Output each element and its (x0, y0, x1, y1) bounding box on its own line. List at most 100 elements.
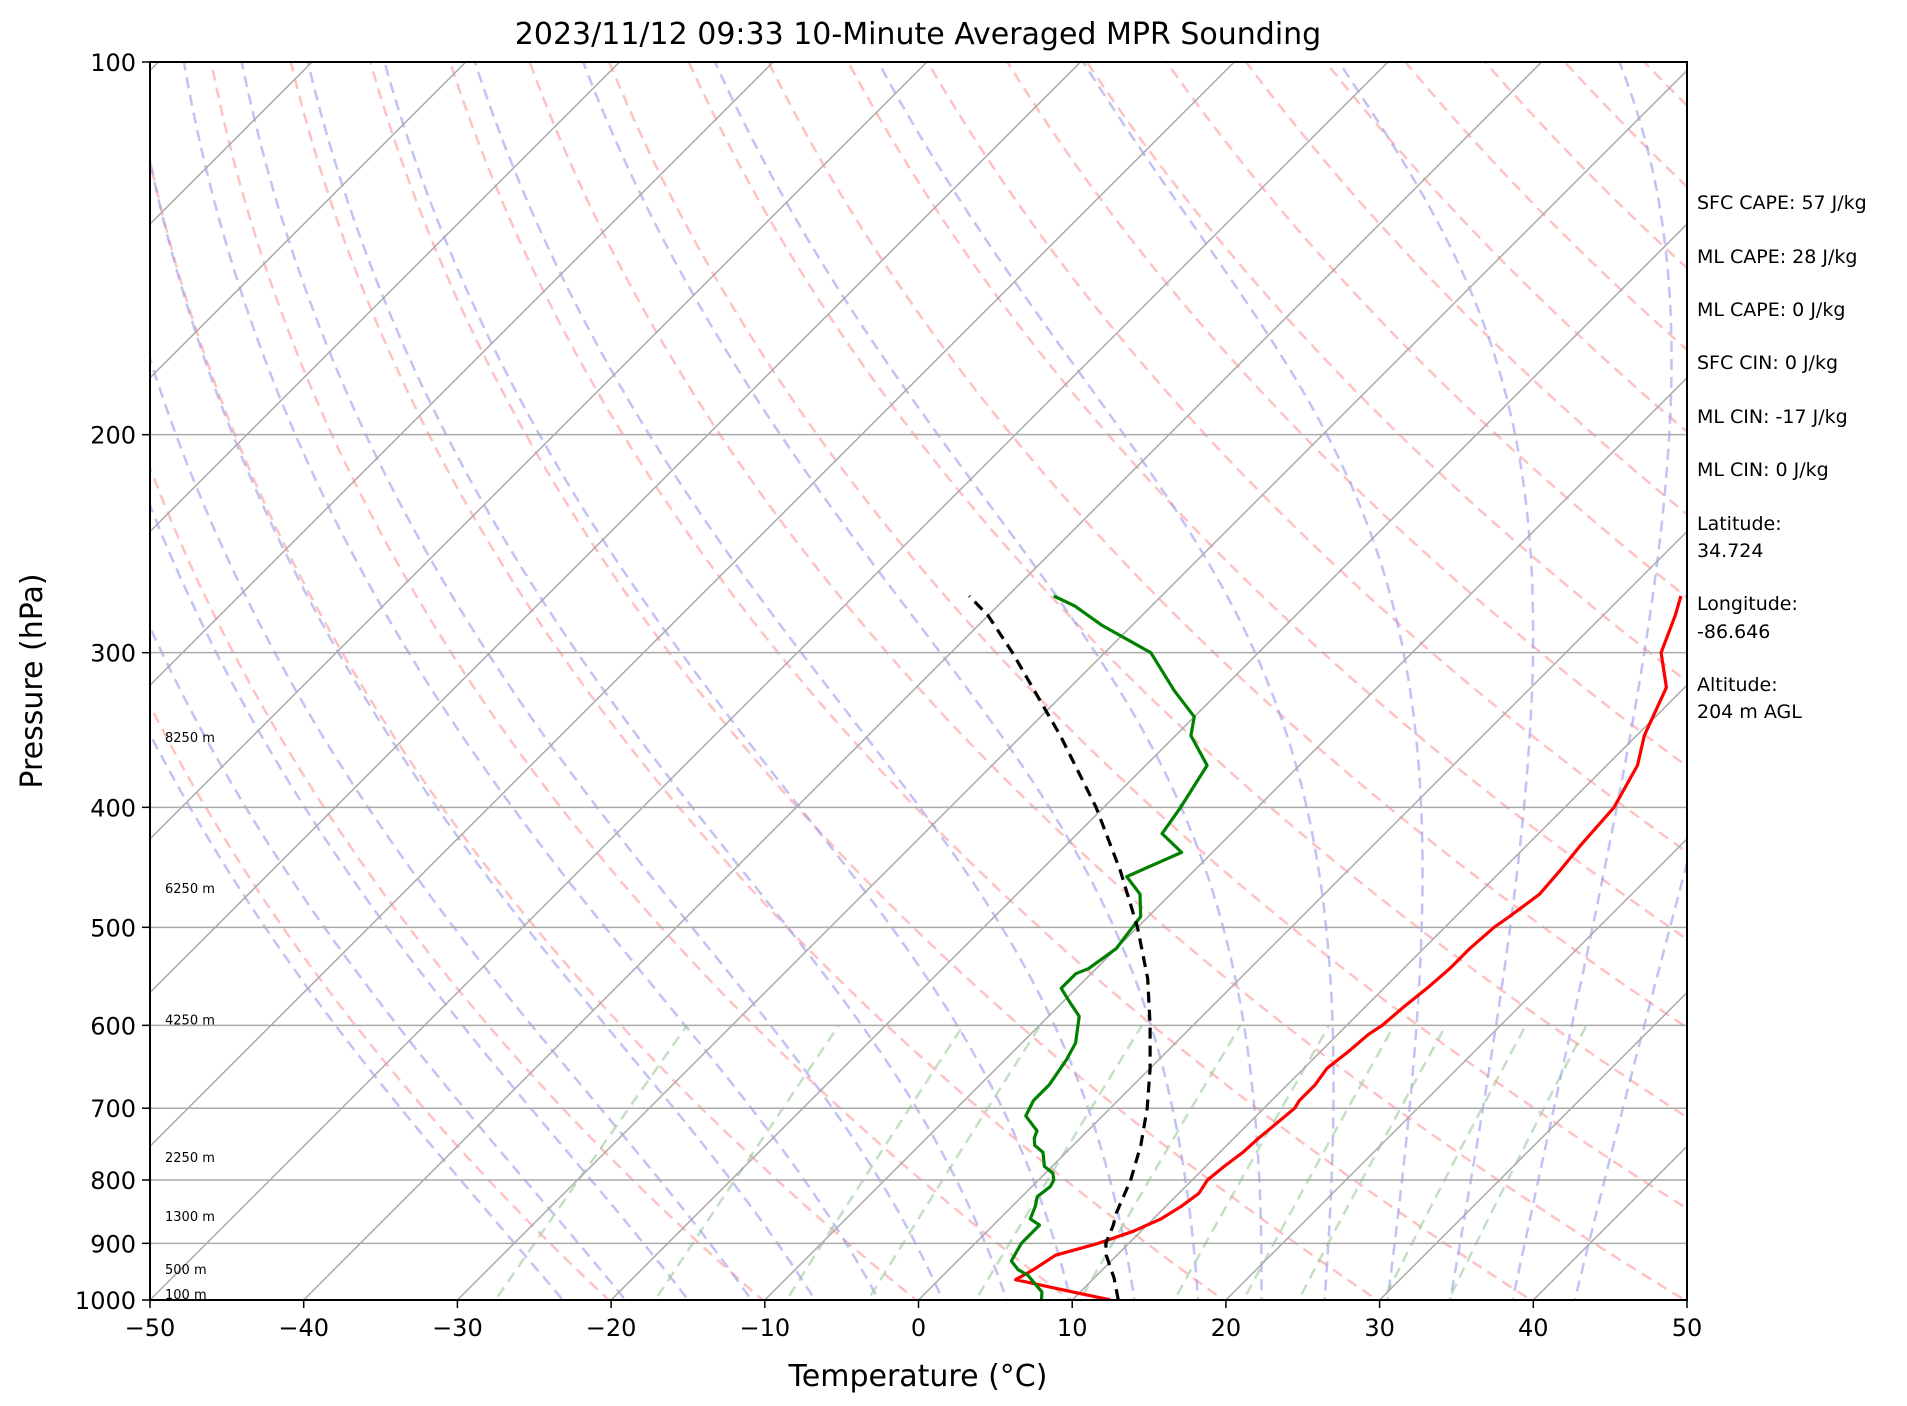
height-label: 500 m (165, 1263, 207, 1278)
mixing-ratio-line (1382, 1024, 1527, 1300)
height-label: 8250 m (165, 731, 215, 746)
dry-adiabat-line (846, 62, 1687, 941)
moist-adiabat-line (150, 502, 690, 1300)
x-tick-label: 0 (911, 1314, 926, 1342)
isotherm-line (303, 62, 1543, 1300)
moist-adiabat-line (306, 62, 1008, 1300)
isotherm-line (764, 376, 1687, 1300)
isobars (150, 62, 1687, 1300)
height-label: 100 m (165, 1288, 207, 1303)
latitude-label: Latitude: (1697, 513, 1782, 535)
dry-adiabat-line (1164, 62, 1687, 600)
mixing-ratio-line (1172, 1024, 1331, 1300)
x-tick-label: 10 (1057, 1314, 1088, 1342)
x-axis-label: Temperature (°C) (788, 1359, 1048, 1394)
isotherm-line (150, 62, 1235, 1148)
dry-adiabat-line (1005, 62, 1687, 768)
y-tick-label: 100 (90, 49, 136, 77)
dry-adiabat-line (528, 62, 1687, 1300)
moist-adiabats (150, 62, 1687, 1300)
x-tick-label: 40 (1518, 1314, 1549, 1342)
moist-adiabat-line (1511, 62, 1673, 1300)
sounding-series (968, 594, 1683, 1300)
longitude-value: -86.646 (1697, 621, 1770, 643)
moist-adiabat-line (150, 154, 817, 1300)
y-axis: 100 200 300 400 500 600 700 800 900 1000 (75, 49, 150, 1315)
y-tick-label: 500 (90, 914, 136, 942)
height-label: 4250 m (165, 1013, 215, 1028)
isotherm-line (150, 62, 1082, 994)
longitude-label: Longitude: (1697, 593, 1798, 615)
sounding-line-1 (1014, 595, 1683, 1300)
moist-adiabat-line (150, 354, 753, 1300)
x-tick-label: 30 (1364, 1314, 1395, 1342)
y-tick-label: 600 (90, 1012, 136, 1040)
ml-cape-text-2: ML CAPE: 0 J/kg (1697, 299, 1845, 321)
isotherm-line (150, 62, 774, 687)
moist-adiabat-line (383, 62, 1072, 1300)
dry-adiabats (150, 62, 1687, 1300)
moist-adiabat-line (1573, 857, 1687, 1300)
ml-cin-text: ML CIN: -17 J/kg (1697, 406, 1848, 428)
moist-adiabat-line (877, 62, 1335, 1300)
y-tick-label: 200 (90, 422, 136, 450)
info-panel: SFC CAPE: 57 J/kg ML CAPE: 28 J/kg ML CA… (1697, 192, 1867, 723)
y-axis-label: Pressure (hPa) (15, 573, 50, 788)
isotherm-line (917, 530, 1687, 1300)
chart-title: 2023/11/12 09:33 10-Minute Averaged MPR … (515, 17, 1321, 52)
mixing-ratio-line (1242, 1024, 1396, 1300)
moist-adiabat-line (1082, 62, 1424, 1300)
isotherm-line (150, 62, 467, 379)
isotherm-line (150, 62, 1389, 1300)
moist-adiabat-line (473, 62, 1136, 1300)
isotherm-line (610, 223, 1687, 1300)
isotherms (150, 62, 1687, 1300)
x-tick-label: −50 (125, 1314, 176, 1342)
height-labels: 100 m 500 m 1300 m 2250 m 4250 m 6250 m 8250 m (165, 731, 215, 1303)
y-tick-label: 700 (90, 1095, 136, 1123)
dry-adiabat-line (150, 702, 611, 1300)
isotherm-line (150, 62, 928, 840)
y-tick-label: 1000 (75, 1287, 136, 1315)
mixing-ratio-line (1078, 1024, 1242, 1300)
plot-area (150, 62, 1687, 1300)
height-label: 1300 m (165, 1210, 215, 1225)
dry-adiabat-line (767, 62, 1687, 1030)
mixing-ratio-line (785, 1024, 965, 1300)
y-tick-label: 400 (90, 794, 136, 822)
x-tick-label: −10 (739, 1314, 790, 1342)
mixing-ratio-line (1297, 1024, 1447, 1300)
y-tick-label: 300 (90, 640, 136, 668)
altitude-label: Altitude: (1697, 674, 1778, 696)
dry-adiabat-line (289, 62, 1226, 1300)
ml-cin-text-2: ML CIN: 0 J/kg (1697, 459, 1829, 481)
x-tick-label: −30 (432, 1314, 483, 1342)
dry-adiabat-line (607, 62, 1687, 1210)
isotherm-line (1071, 684, 1687, 1300)
x-axis: −50 −40 −30 −20 −10 0 10 20 30 40 50 (125, 1300, 1703, 1342)
mixing-ratio-line (493, 1024, 689, 1300)
sounding-line-2 (1009, 594, 1209, 1300)
dry-adiabat-line (209, 62, 1072, 1300)
moist-adiabat-line (240, 62, 945, 1300)
moist-adiabat-line (150, 624, 627, 1300)
x-tick-label: −40 (278, 1314, 329, 1342)
mixing-ratio-line (866, 1024, 1042, 1300)
height-label: 6250 m (165, 882, 215, 897)
isotherm-line (1225, 837, 1687, 1300)
sfc-cin-text: SFC CIN: 0 J/kg (1697, 352, 1838, 374)
mixing-ratio-lines (493, 1024, 1588, 1300)
height-label: 2250 m (165, 1151, 215, 1166)
y-tick-label: 800 (90, 1167, 136, 1195)
y-tick-label: 900 (90, 1230, 136, 1258)
altitude-value: 204 m AGL (1697, 701, 1802, 723)
moist-adiabat-line (1337, 62, 1535, 1300)
x-tick-label: 50 (1672, 1314, 1703, 1342)
moist-adiabat-line (150, 731, 565, 1300)
latitude-value: 34.724 (1697, 540, 1763, 562)
sfc-cape-text: SFC CAPE: 57 J/kg (1697, 192, 1867, 214)
dry-adiabat-line (448, 62, 1534, 1300)
isotherm-line (456, 69, 1687, 1300)
isotherm-line (150, 62, 621, 533)
